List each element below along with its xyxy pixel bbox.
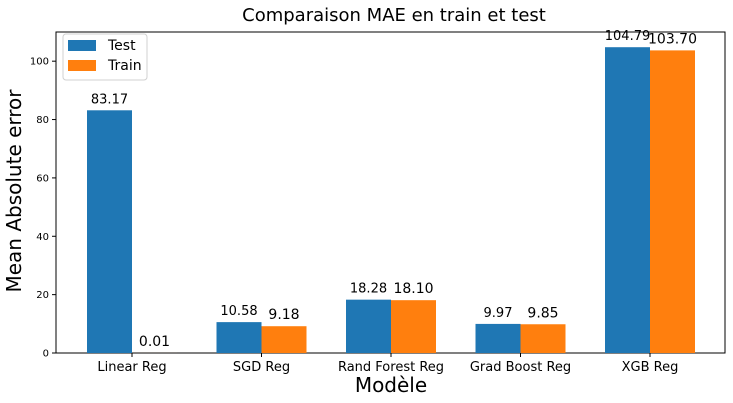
y-axis-label: Mean Absolute error [2, 89, 26, 293]
chart-title: Comparaison MAE en train et test [242, 5, 546, 26]
bar-train-2 [261, 326, 307, 353]
bar-label-train-1: 0.01 [139, 334, 170, 350]
bar-train-3 [391, 300, 436, 353]
bar-label-train-4: 9.85 [527, 305, 558, 321]
x-tick-label: Grad Boost Reg [470, 360, 571, 375]
bar-value-labels: 83.17 10.58 18.28 9.97 104.79 0.01 9.18 18.10 9.… [91, 29, 697, 350]
legend-label-train: Train [107, 58, 142, 74]
bar-test-3 [346, 299, 391, 353]
x-axis: Linear Reg SGD Reg Rand Forest Reg Grad Boo… [97, 353, 678, 375]
y-tick-label: 20 [36, 290, 49, 301]
bar-train-4 [520, 324, 566, 353]
x-tick-label: SGD Reg [233, 360, 290, 375]
x-tick-label: Linear Reg [97, 360, 166, 375]
bar-label-test-2: 10.58 [220, 304, 257, 319]
bar-label-test-1: 83.17 [91, 92, 128, 107]
bar-label-test-3: 18.28 [350, 282, 387, 297]
x-tick-label: XGB Reg [622, 360, 679, 375]
y-tick-label: 100 [30, 57, 49, 68]
bar-train-5 [650, 50, 695, 353]
legend-swatch-train [68, 60, 96, 71]
bar-test-1 [87, 110, 132, 353]
y-tick-label: 80 [36, 115, 49, 126]
legend: Test Train [62, 33, 148, 81]
bar-label-test-5: 104.79 [605, 29, 651, 44]
bar-test-4 [475, 323, 521, 353]
legend-label-test: Test [107, 38, 136, 54]
bar-test-2 [216, 322, 262, 353]
bar-test-5 [605, 47, 650, 353]
y-tick-label: 60 [36, 173, 49, 184]
y-tick-label: 40 [36, 232, 49, 243]
x-axis-label: Modèle [355, 373, 427, 397]
legend-swatch-test [68, 40, 96, 51]
bars-group [87, 47, 695, 353]
bar-label-test-4: 9.97 [484, 306, 513, 321]
x-tick-label: Rand Forest Reg [338, 360, 444, 375]
bar-label-train-5: 103.70 [648, 31, 697, 47]
bar-label-train-3: 18.10 [393, 281, 433, 297]
y-tick-label: 0 [43, 349, 49, 360]
bar-label-train-2: 9.18 [268, 307, 299, 323]
y-axis: 0 20 40 60 80 100 [30, 57, 56, 360]
